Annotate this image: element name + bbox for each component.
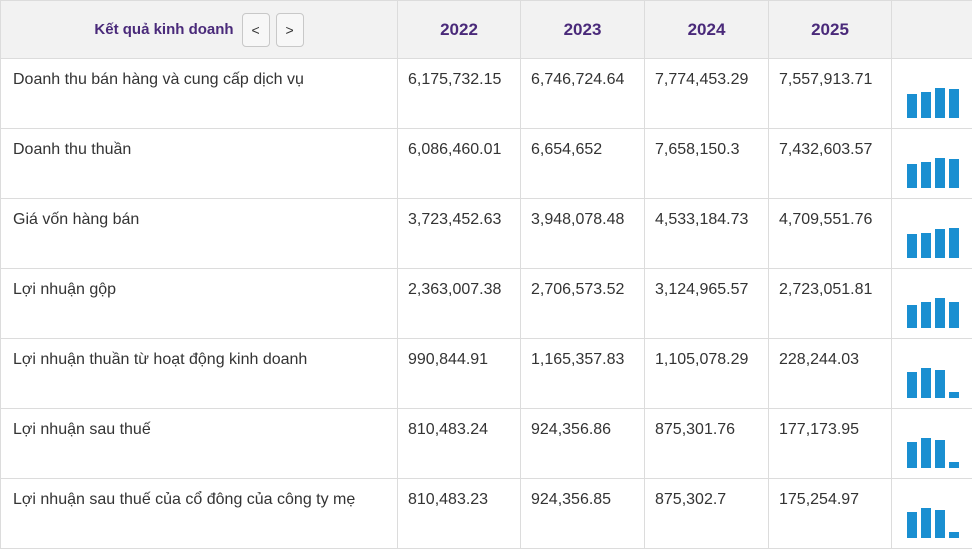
- sparkline-bar-2024: [935, 298, 945, 328]
- year-header-2022: 2022: [398, 1, 521, 59]
- row-value-2024: 1,105,078.29: [645, 339, 769, 409]
- row-value-2023: 1,165,357.83: [521, 339, 645, 409]
- sparkline-bar-2023: [921, 438, 931, 468]
- row-value-2023: 924,356.86: [521, 409, 645, 479]
- row-value-2023: 924,356.85: [521, 479, 645, 549]
- row-value-2025: 4,709,551.76: [769, 199, 892, 269]
- row-label: Giá vốn hàng bán: [1, 199, 398, 269]
- row-sparkline[interactable]: [892, 129, 972, 199]
- row-value-2024: 875,301.76: [645, 409, 769, 479]
- row-value-2025: 177,173.95: [769, 409, 892, 479]
- sparkline-bar-2022: [907, 164, 917, 188]
- row-value-2025: 228,244.03: [769, 339, 892, 409]
- sparkline-bar-2025: [949, 228, 959, 258]
- prev-button[interactable]: <: [242, 13, 270, 47]
- row-label: Lợi nhuận sau thuế của cổ đông của công …: [1, 479, 398, 549]
- row-sparkline[interactable]: [892, 479, 972, 549]
- sparkline-bar-2023: [921, 302, 931, 328]
- row-value-2023: 2,706,573.52: [521, 269, 645, 339]
- sparkline-bar-2022: [907, 442, 917, 468]
- sparkline-bar-2023: [921, 508, 931, 538]
- row-value-2024: 3,124,965.57: [645, 269, 769, 339]
- row-value-2022: 6,175,732.15: [398, 59, 521, 129]
- row-label: Lợi nhuận thuần từ hoạt động kinh doanh: [1, 339, 398, 409]
- sparkline-bar-2022: [907, 512, 917, 538]
- sparkline-bar-2024: [935, 229, 945, 258]
- row-label: Lợi nhuận sau thuế: [1, 409, 398, 479]
- row-value-2024: 875,302.7: [645, 479, 769, 549]
- sparkline-bar-2025: [949, 302, 959, 328]
- row-sparkline[interactable]: [892, 59, 972, 129]
- sparkline-bars: [907, 298, 959, 328]
- row-value-2025: 175,254.97: [769, 479, 892, 549]
- sparkline-bar-2025: [949, 532, 959, 538]
- sparkline-bar-2024: [935, 158, 945, 188]
- table-row: Lợi nhuận sau thuế của cổ đông của công …: [1, 479, 972, 549]
- next-button[interactable]: >: [276, 13, 304, 47]
- row-value-2025: 2,723,051.81: [769, 269, 892, 339]
- year-header-2023: 2023: [521, 1, 645, 59]
- title-cell: Kết quả kinh doanh < >: [1, 1, 398, 59]
- row-label: Doanh thu bán hàng và cung cấp dịch vụ: [1, 59, 398, 129]
- row-sparkline[interactable]: [892, 409, 972, 479]
- sparkline-bar-2023: [921, 368, 931, 398]
- table-title: Kết quả kinh doanh: [94, 21, 233, 38]
- row-value-2022: 2,363,007.38: [398, 269, 521, 339]
- sparkline-bar-2025: [949, 462, 959, 468]
- sparkline-bar-2024: [935, 440, 945, 468]
- row-sparkline[interactable]: [892, 269, 972, 339]
- sparkline-bar-2023: [921, 233, 931, 258]
- sparkline-bars: [907, 508, 959, 538]
- sparkline-bar-2024: [935, 370, 945, 398]
- sparkline-bars: [907, 368, 959, 398]
- sparkline-bar-2025: [949, 159, 959, 188]
- sparkline-bars: [907, 438, 959, 468]
- sparkline-bar-2023: [921, 92, 931, 118]
- sparkline-bar-2025: [949, 392, 959, 398]
- row-value-2022: 990,844.91: [398, 339, 521, 409]
- sparkline-bars: [907, 228, 959, 258]
- row-sparkline[interactable]: [892, 199, 972, 269]
- row-value-2025: 7,557,913.71: [769, 59, 892, 129]
- year-header-2025: 2025: [769, 1, 892, 59]
- sparkline-bar-2023: [921, 162, 931, 188]
- sparkline-bar-2025: [949, 89, 959, 118]
- row-value-2024: 7,658,150.3: [645, 129, 769, 199]
- sparkline-bar-2022: [907, 372, 917, 398]
- chart-header: [892, 1, 972, 59]
- row-sparkline[interactable]: [892, 339, 972, 409]
- row-value-2022: 6,086,460.01: [398, 129, 521, 199]
- row-value-2024: 7,774,453.29: [645, 59, 769, 129]
- sparkline-bar-2024: [935, 88, 945, 118]
- row-value-2023: 6,654,652: [521, 129, 645, 199]
- row-value-2023: 3,948,078.48: [521, 199, 645, 269]
- sparkline-bar-2022: [907, 234, 917, 258]
- row-label: Lợi nhuận gộp: [1, 269, 398, 339]
- row-value-2025: 7,432,603.57: [769, 129, 892, 199]
- sparkline-bars: [907, 158, 959, 188]
- row-value-2024: 4,533,184.73: [645, 199, 769, 269]
- row-value-2022: 3,723,452.63: [398, 199, 521, 269]
- sparkline-bar-2022: [907, 94, 917, 118]
- year-header-2024: 2024: [645, 1, 769, 59]
- sparkline-bars: [907, 88, 959, 118]
- row-label: Doanh thu thuần: [1, 129, 398, 199]
- row-value-2023: 6,746,724.64: [521, 59, 645, 129]
- row-value-2022: 810,483.24: [398, 409, 521, 479]
- sparkline-bar-2022: [907, 305, 917, 328]
- header-row: Kết quả kinh doanh < > 2022 2023 2024 20…: [1, 1, 972, 59]
- sparkline-bar-2024: [935, 510, 945, 538]
- row-value-2022: 810,483.23: [398, 479, 521, 549]
